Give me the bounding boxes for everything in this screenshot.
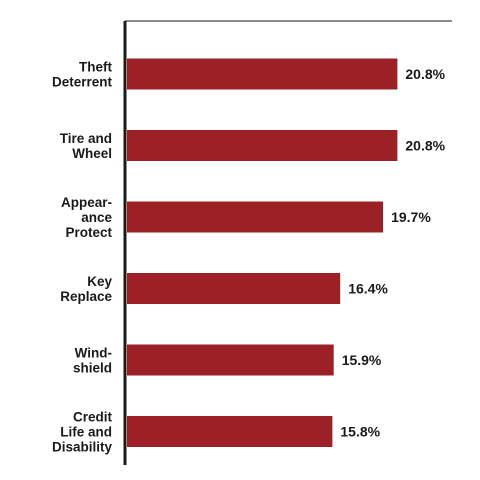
bar bbox=[127, 201, 384, 233]
category-label-line: Appear- bbox=[61, 195, 112, 210]
category-label: Theft Deterrent bbox=[52, 60, 113, 90]
value-label: 20.8% bbox=[405, 138, 445, 154]
category-label-line: Life and bbox=[60, 425, 112, 440]
category-label-line: Deterrent bbox=[52, 75, 113, 90]
category-label: Wind-shield bbox=[73, 346, 112, 376]
category-label-line: Protect bbox=[65, 225, 112, 240]
value-label: 15.9% bbox=[342, 352, 382, 368]
category-label-line: Key bbox=[87, 274, 112, 289]
category-label-line: Tire and bbox=[60, 131, 112, 146]
value-label: 19.7% bbox=[391, 209, 431, 225]
category-label-line: Wheel bbox=[72, 146, 112, 161]
category-label-line: Replace bbox=[60, 289, 112, 304]
category-label-line: shield bbox=[73, 361, 112, 376]
category-label-line: Disability bbox=[52, 440, 113, 455]
category-label-line: ance bbox=[81, 210, 112, 225]
category-labels-group: Theft Deterrent Tire and Wheel Appear-ance Pr… bbox=[52, 60, 113, 455]
bar bbox=[127, 344, 334, 376]
category-label-line: Wind- bbox=[75, 346, 112, 361]
bar bbox=[127, 58, 398, 90]
value-label: 15.8% bbox=[340, 424, 380, 440]
category-label-line: Credit bbox=[73, 410, 113, 425]
bar bbox=[127, 130, 398, 161]
category-label: Credit Life and Disability bbox=[52, 410, 113, 455]
category-label: Appear-ance Protect bbox=[61, 195, 113, 240]
category-label-line: Theft bbox=[79, 60, 112, 75]
value-label: 16.4% bbox=[348, 281, 388, 297]
category-label: Key Replace bbox=[60, 274, 112, 304]
value-label: 20.8% bbox=[405, 66, 445, 82]
bar bbox=[127, 416, 333, 447]
bars-group bbox=[127, 58, 398, 447]
category-label: Tire and Wheel bbox=[60, 131, 112, 161]
bar bbox=[127, 273, 341, 304]
value-labels-group: 20.8% 20.8% 19.7% 16.4% 15.9% 15.8% bbox=[340, 66, 445, 440]
